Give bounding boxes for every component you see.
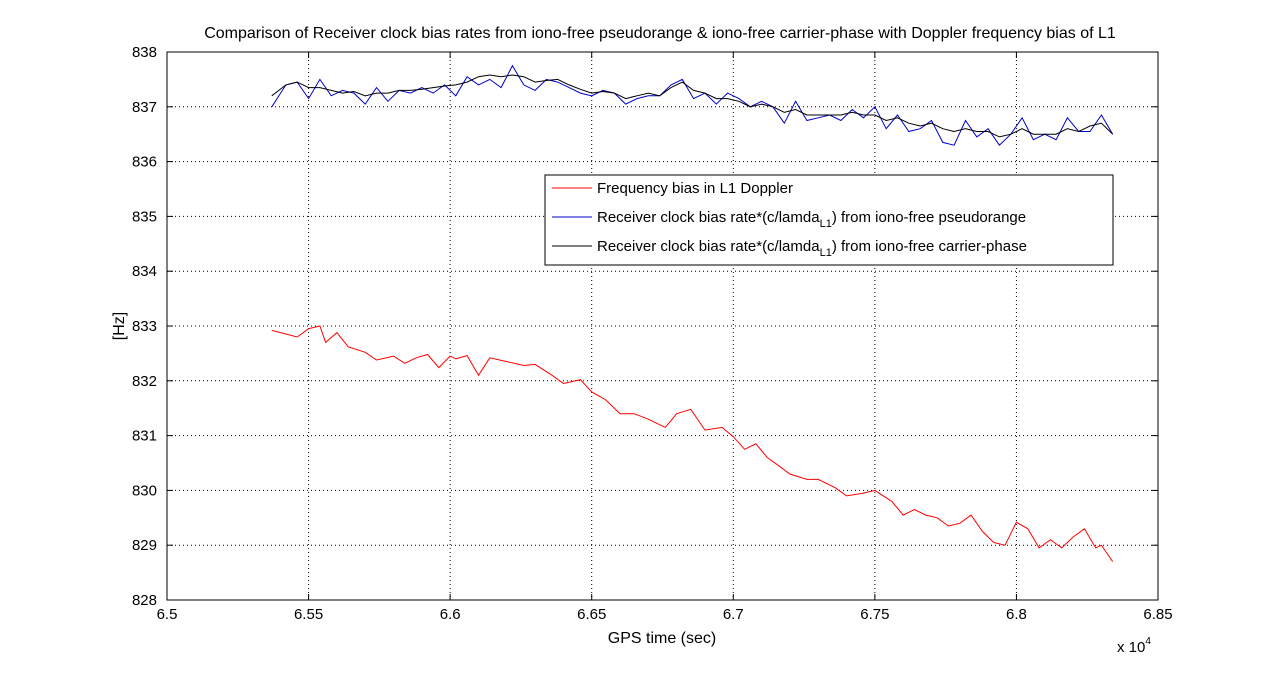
legend-label-subscript: L1 <box>820 218 832 230</box>
y-tick-label: 835 <box>132 208 157 225</box>
x-tick-label: 6.5 <box>157 606 178 623</box>
series-line-l1-doppler <box>271 325 1114 562</box>
legend-entry-pseudorange: Receiver clock bias rate*(c/lamdaL1) fro… <box>597 209 1026 230</box>
series-line-pseudorange <box>271 64 1114 146</box>
legend-label-main: Receiver clock bias rate*(c/lamda <box>597 209 820 226</box>
x-tick-label: 6.75 <box>860 606 889 623</box>
grid <box>167 52 1158 600</box>
legend-label-tail: ) from iono-free pseudorange <box>832 209 1026 226</box>
x-tick-label: 6.65 <box>577 606 606 623</box>
series-line-carrier-phase <box>271 74 1114 138</box>
y-tick-label: 829 <box>132 537 157 554</box>
y-tick-label: 836 <box>132 154 157 171</box>
y-tick-label: 838 <box>132 44 157 61</box>
legend: Frequency bias in L1 Doppler Receiver clo… <box>544 174 1114 266</box>
x-tick-label: 6.55 <box>294 606 323 623</box>
legend-label-main: Frequency bias in L1 Doppler <box>597 180 793 197</box>
legend-label-tail: ) from iono-free carrier-phase <box>832 238 1027 255</box>
legend-label-main: Receiver clock bias rate*(c/lamda <box>597 238 820 255</box>
x-tick-label: 6.85 <box>1143 606 1172 623</box>
y-tick-label: 831 <box>132 428 157 445</box>
y-tick-label: 828 <box>132 592 157 609</box>
y-tick-label: 833 <box>132 318 157 335</box>
y-tick-label: 830 <box>132 482 157 499</box>
x-tick-label: 6.8 <box>1006 606 1027 623</box>
y-tick-label: 834 <box>132 263 157 280</box>
x-tick-label: 6.6 <box>440 606 461 623</box>
axis-ticks: 6.5 6.55 6.6 6.65 6.7 6.75 6.8 6.85 828 829 830 831… <box>132 44 1173 623</box>
x-tick-label: 6.7 <box>723 606 744 623</box>
y-tick-label: 832 <box>132 373 157 390</box>
chart-title: Comparison of Receiver clock bias rates … <box>204 25 1116 42</box>
series-lines <box>271 64 1114 562</box>
x-multiplier-label: x 104 <box>1117 636 1151 656</box>
y-tick-label: 837 <box>132 99 157 116</box>
legend-entry-carrier-phase: Receiver clock bias rate*(c/lamdaL1) fro… <box>597 238 1027 259</box>
y-axis-label: [Hz] <box>111 312 128 340</box>
legend-entry-l1-doppler: Frequency bias in L1 Doppler <box>597 180 793 197</box>
legend-box <box>544 174 1114 266</box>
x-multiplier-base: x 10 <box>1117 639 1145 656</box>
x-axis-label: GPS time (sec) <box>608 630 716 647</box>
x-multiplier-exponent: 4 <box>1145 636 1151 647</box>
legend-label-subscript: L1 <box>820 247 832 259</box>
